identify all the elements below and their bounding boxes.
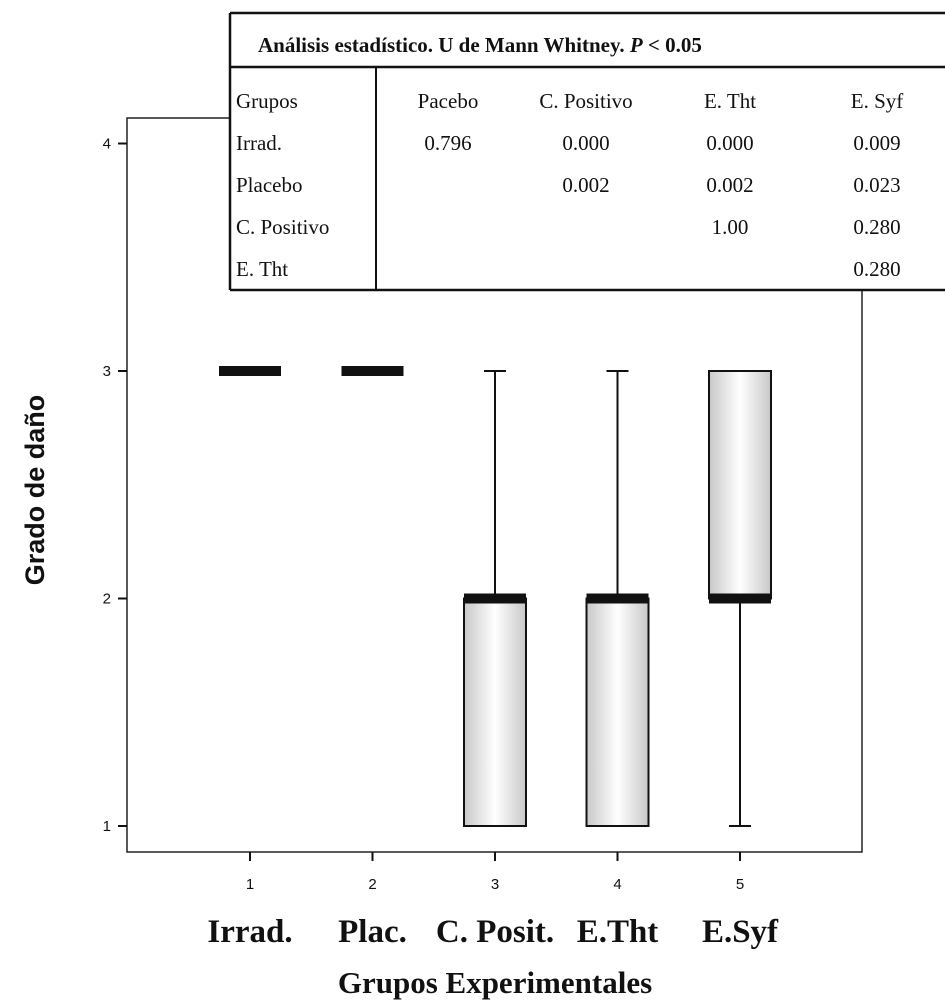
stats-table-header-cell: E. Syf bbox=[851, 89, 904, 113]
stats-table-header-cell: C. Positivo bbox=[539, 89, 632, 113]
stats-table-cell: Placebo bbox=[236, 173, 302, 197]
x-tick-label: 2 bbox=[368, 876, 376, 893]
median-line bbox=[586, 593, 649, 604]
stats-table-cell: C. Positivo bbox=[236, 215, 329, 239]
group-label: Plac. bbox=[338, 914, 407, 950]
stats-table-cell: 0.002 bbox=[562, 173, 609, 197]
box-group-2 bbox=[341, 366, 404, 376]
group-label: E.Tht bbox=[577, 914, 659, 950]
stats-table-cell: Irrad. bbox=[236, 131, 282, 155]
box-iqr bbox=[585, 597, 650, 827]
box-group-3 bbox=[463, 370, 527, 827]
stats-table-cell: 0.002 bbox=[706, 173, 753, 197]
box-group-5 bbox=[708, 370, 772, 827]
stats-table-title-threshold: < 0.05 bbox=[643, 33, 702, 57]
stats-table-header-cell: Grupos bbox=[236, 89, 298, 113]
stats-table-cell: E. Tht bbox=[236, 257, 288, 281]
stats-table-header-cell: Pacebo bbox=[418, 89, 479, 113]
stats-table-title: Análisis estadístico. U de Mann Whitney.… bbox=[258, 33, 702, 57]
stats-table-cell: 0.023 bbox=[853, 173, 900, 197]
group-label: Irrad. bbox=[207, 914, 292, 950]
x-axis-title: Grupos Experimentales bbox=[338, 965, 652, 1000]
stats-table-cell: 0.009 bbox=[853, 131, 900, 155]
box-iqr bbox=[463, 597, 527, 827]
box-iqr bbox=[708, 370, 772, 600]
x-tick-label: 1 bbox=[246, 876, 254, 893]
stats-table-cell: 0.000 bbox=[562, 131, 609, 155]
y-tick-label: 2 bbox=[103, 591, 111, 608]
box-group-4 bbox=[585, 370, 650, 827]
group-label: E.Syf bbox=[702, 914, 779, 950]
stats-table-cell: 0.796 bbox=[424, 131, 471, 155]
stats-table-title-main: Análisis estadístico. U de Mann Whitney. bbox=[258, 33, 630, 57]
median-line bbox=[341, 366, 404, 376]
y-tick-label: 3 bbox=[103, 363, 111, 380]
stats-table-title-p: P bbox=[629, 33, 643, 57]
x-tick-label: 5 bbox=[736, 876, 744, 893]
stats-table-cell: 0.280 bbox=[853, 215, 900, 239]
median-line bbox=[219, 366, 281, 376]
y-axis-title: Grado de daño bbox=[20, 395, 50, 586]
group-label: C. Posit. bbox=[436, 914, 554, 950]
y-tick-label: 4 bbox=[103, 136, 111, 153]
x-tick-label: 4 bbox=[613, 876, 621, 893]
median-line bbox=[464, 593, 526, 604]
stats-table-header-cell: E. Tht bbox=[704, 89, 756, 113]
stats-table-cell: 0.000 bbox=[706, 131, 753, 155]
stats-table-background bbox=[230, 13, 945, 290]
median-line bbox=[709, 593, 771, 604]
stats-table-cell: 1.00 bbox=[712, 215, 749, 239]
box-group-1 bbox=[219, 366, 281, 376]
x-tick-label: 3 bbox=[491, 876, 499, 893]
y-tick-label: 1 bbox=[103, 818, 111, 835]
stats-table-cell: 0.280 bbox=[853, 257, 900, 281]
